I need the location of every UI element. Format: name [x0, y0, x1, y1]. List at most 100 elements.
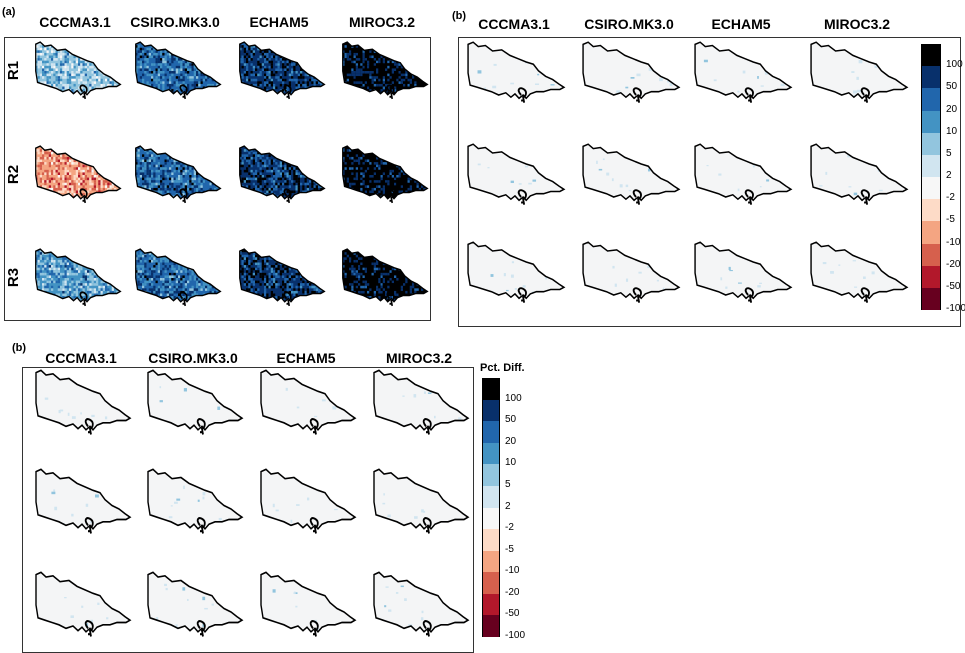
map-pixel	[180, 169, 183, 173]
map-pixel	[391, 71, 394, 74]
map-pixel	[412, 169, 415, 173]
map-pixel	[64, 156, 67, 160]
map-pixel	[421, 175, 424, 178]
map-pixel	[364, 146, 367, 150]
map-pixel	[55, 58, 58, 61]
map-pixel	[394, 182, 397, 186]
map-pixel	[248, 151, 251, 155]
map-pixel	[102, 180, 105, 183]
map-pixel	[248, 97, 250, 100]
map-pixel	[182, 81, 185, 84]
map-pixel	[318, 172, 321, 175]
map-pixel	[102, 55, 105, 59]
map-pixel	[400, 185, 403, 188]
map-pixel	[185, 99, 187, 102]
map-pixel	[66, 265, 69, 268]
map-pixel	[246, 149, 249, 152]
map-pixel	[286, 164, 289, 168]
map-pixel	[102, 146, 105, 147]
map-pixel	[137, 164, 140, 168]
map-pixel	[252, 172, 255, 175]
map-pixel	[241, 76, 244, 79]
map-pixel	[114, 45, 117, 48]
map-pixel	[100, 154, 103, 157]
map-pixel	[48, 83, 51, 87]
map-pixel	[75, 175, 78, 178]
map-pixel	[107, 159, 110, 163]
map-pixel	[246, 185, 249, 188]
map-pixel	[349, 146, 352, 147]
map-pixel	[318, 65, 321, 69]
map-pixel	[155, 187, 158, 191]
map-pixel	[76, 97, 78, 100]
map-pixel	[42, 272, 45, 276]
map-pixel	[102, 167, 105, 170]
map-pixel	[412, 89, 415, 92]
map-pixel	[71, 63, 74, 66]
map-pixel	[373, 187, 376, 191]
map-pixel	[409, 94, 412, 95]
map-pixel	[55, 180, 58, 183]
map-pixel	[139, 195, 142, 199]
map-pixel	[239, 154, 242, 157]
map-pixel	[270, 159, 273, 163]
map-pixel	[66, 58, 69, 61]
map-pixel	[69, 198, 72, 199]
map-pixel	[64, 187, 67, 191]
map-pixel	[189, 182, 192, 186]
map-pixel	[311, 78, 314, 82]
map-pixel	[121, 301, 123, 304]
map-pixel	[412, 65, 415, 69]
map-pixel	[109, 42, 112, 46]
map-pixel	[64, 265, 67, 268]
map-pixel	[309, 159, 312, 163]
map-pixel	[46, 78, 49, 82]
map-pixel	[89, 293, 92, 297]
map-pixel	[428, 149, 430, 152]
map-pixel	[114, 272, 117, 276]
map-pixel	[275, 86, 278, 90]
map-pixel	[39, 193, 42, 196]
map-pixel	[73, 262, 76, 266]
map-pixel	[246, 156, 249, 160]
map-pixel	[298, 97, 300, 100]
map-pixel	[378, 58, 381, 61]
map-pixel	[376, 177, 379, 181]
map-pixel	[64, 146, 67, 147]
map-pixel	[175, 65, 178, 69]
map-pixel	[389, 68, 392, 71]
map-pixel	[35, 52, 38, 56]
map-pixel	[55, 267, 58, 271]
map-pixel	[121, 50, 123, 53]
map-pixel	[284, 73, 287, 77]
map-pixel	[160, 252, 163, 255]
map-pixel	[96, 187, 99, 191]
map-pixel	[286, 89, 289, 92]
map-pixel	[216, 76, 219, 79]
map-pixel	[360, 42, 363, 46]
map-pixel	[91, 249, 94, 250]
map-pixel	[242, 97, 244, 100]
map-pixel	[198, 146, 201, 147]
map-pixel	[414, 45, 417, 48]
map-pixel	[107, 175, 110, 178]
map-pixel	[111, 278, 114, 281]
map-pixel	[421, 81, 424, 84]
map-pixel	[266, 187, 269, 191]
map-pixel	[111, 249, 114, 253]
map-pixel	[33, 278, 35, 281]
map-pixel	[248, 42, 251, 46]
map-pixel	[164, 167, 167, 170]
map-pixel	[318, 71, 321, 74]
map-pixel	[412, 164, 415, 168]
map-pixel	[182, 175, 185, 178]
map-pixel	[48, 185, 51, 188]
map-pixel	[409, 81, 412, 84]
map-pixel	[153, 47, 156, 51]
map-pixel	[291, 203, 293, 206]
map-pixel	[302, 65, 305, 69]
map-pixel	[344, 65, 347, 69]
map-pixel	[187, 146, 190, 147]
map-pixel	[96, 280, 99, 284]
map-pixel	[55, 78, 58, 82]
